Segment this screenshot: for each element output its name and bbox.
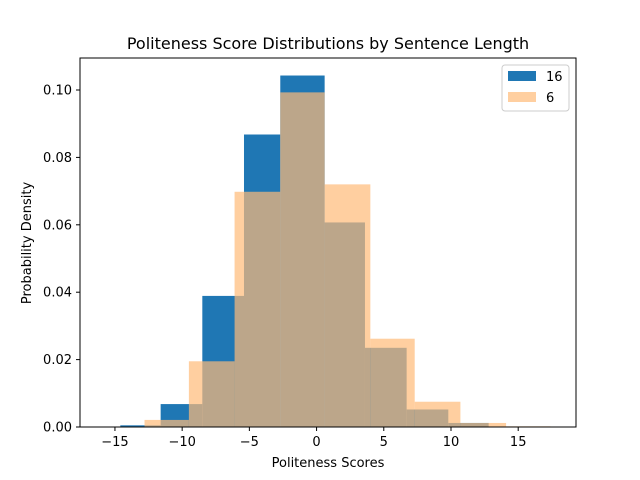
x-tick-label: 0: [312, 435, 320, 450]
histogram-bar: [234, 191, 281, 427]
histogram-bar: [370, 338, 415, 427]
x-tick-label: 5: [380, 435, 388, 450]
histogram-bar: [188, 361, 235, 427]
histogram-bar: [414, 401, 461, 427]
bars-layer: [120, 75, 551, 428]
x-tick-label: −5: [240, 435, 259, 450]
y-tick-label: 0.08: [43, 151, 72, 166]
legend-label: 6: [546, 91, 554, 106]
chart-title: Politeness Score Distributions by Senten…: [127, 34, 529, 53]
plot-frame: [79, 57, 577, 428]
y-tick-label: 0.10: [43, 84, 72, 99]
legend-swatch: [508, 92, 536, 102]
y-tick-label: 0.04: [43, 286, 72, 301]
y-tick-label: 0.02: [43, 353, 72, 368]
histogram-bar: [120, 425, 161, 427]
histogram-bar: [144, 419, 189, 427]
y-tick-label: 0.06: [43, 218, 72, 233]
legend-swatch: [508, 71, 536, 81]
histogram-bar: [460, 422, 507, 427]
x-axis-ticks: −15 −10 −5 0 5 10 15: [101, 427, 526, 450]
x-tick-label: −15: [101, 435, 128, 450]
x-tick-label: 15: [510, 435, 527, 450]
x-tick-label: 10: [443, 435, 460, 450]
legend: 166: [501, 64, 570, 112]
y-tick-label: 0.00: [43, 421, 72, 436]
x-axis-label: Politeness Scores: [272, 456, 385, 471]
histogram-bar: [280, 92, 325, 428]
y-axis-label: Probability Density: [20, 182, 35, 305]
histogram-bar: [324, 184, 371, 427]
x-tick-label: −10: [168, 435, 195, 450]
y-axis-ticks: 0.00 0.02 0.04 0.06 0.08 0.10: [43, 84, 80, 436]
legend-label: 16: [546, 70, 563, 85]
